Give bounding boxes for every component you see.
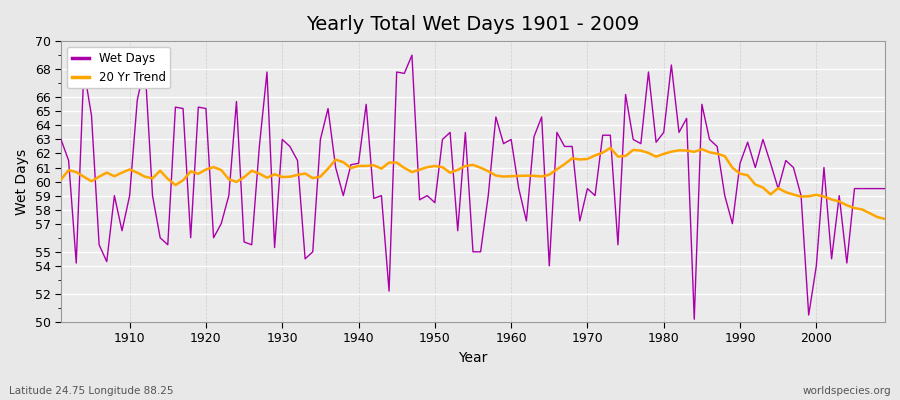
20 Yr Trend [506, 174, 517, 179]
20 Yr Trend [117, 170, 128, 175]
Line: 20 Yr Trend: 20 Yr Trend [61, 148, 885, 219]
20 Yr Trend [879, 216, 890, 221]
Wet Days [117, 228, 128, 233]
Wet Days [407, 53, 418, 58]
20 Yr Trend [598, 150, 608, 155]
Wet Days [56, 137, 67, 142]
Wet Days [513, 186, 524, 191]
Wet Days [688, 317, 699, 322]
Legend: Wet Days, 20 Yr Trend: Wet Days, 20 Yr Trend [67, 47, 170, 88]
Y-axis label: Wet Days: Wet Days [15, 148, 29, 215]
20 Yr Trend [284, 174, 295, 179]
Wet Days [284, 144, 295, 149]
Line: Wet Days: Wet Days [61, 55, 885, 319]
Text: Latitude 24.75 Longitude 88.25: Latitude 24.75 Longitude 88.25 [9, 386, 174, 396]
X-axis label: Year: Year [458, 351, 488, 365]
20 Yr Trend [56, 177, 67, 182]
Wet Days [330, 165, 341, 170]
Wet Days [506, 137, 517, 142]
20 Yr Trend [330, 157, 341, 162]
20 Yr Trend [498, 174, 508, 179]
20 Yr Trend [605, 146, 616, 150]
Text: worldspecies.org: worldspecies.org [803, 386, 891, 396]
Title: Yearly Total Wet Days 1901 - 2009: Yearly Total Wet Days 1901 - 2009 [306, 15, 640, 34]
Wet Days [605, 133, 616, 138]
Wet Days [879, 186, 890, 191]
